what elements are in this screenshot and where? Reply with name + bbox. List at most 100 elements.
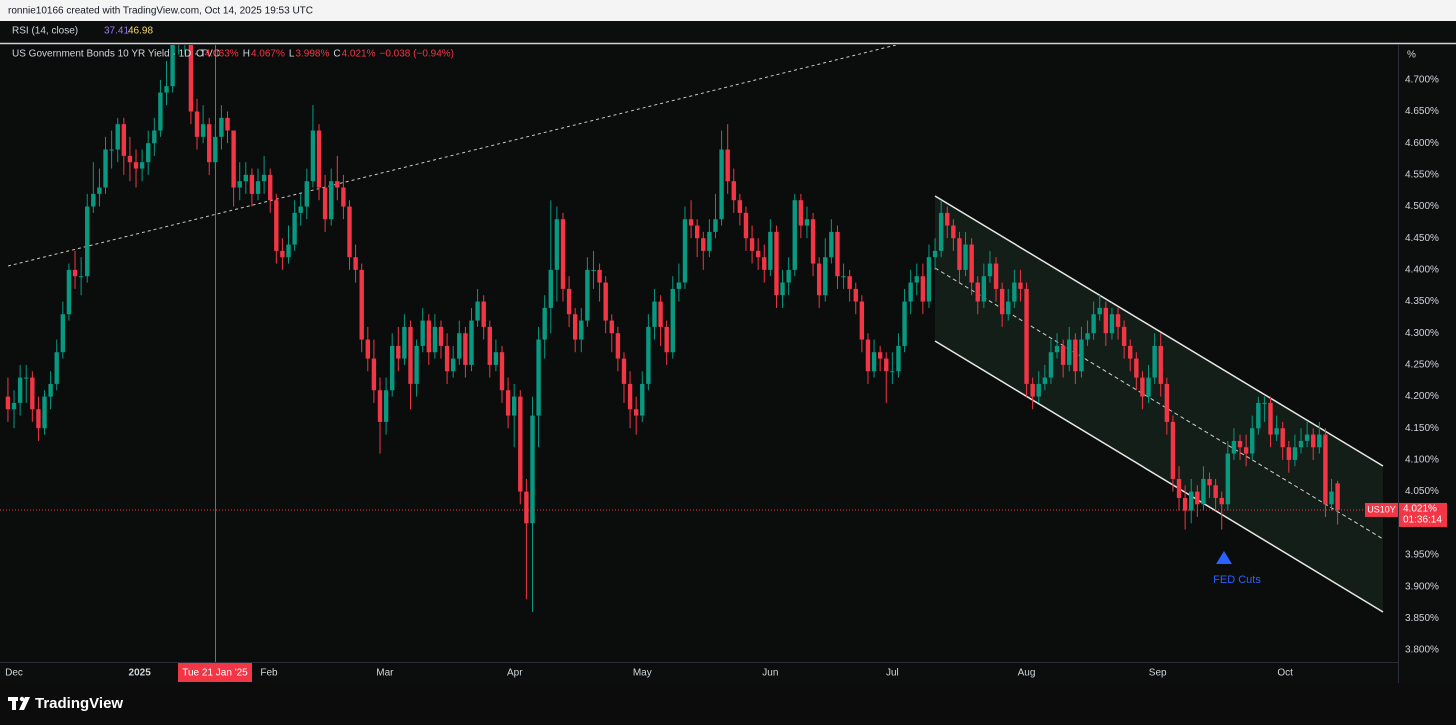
candle-body (1231, 440, 1237, 454)
y-tick-label: 4.200% (1405, 391, 1439, 402)
candle-body (694, 225, 700, 239)
y-tick-label: 4.500% (1405, 201, 1439, 212)
logo-mark (19, 696, 25, 702)
indicator-value: 37.41 (104, 26, 129, 37)
channel-lower (934, 340, 1384, 613)
candle-body (725, 149, 730, 182)
candle-body (768, 231, 773, 270)
candle-body (414, 345, 419, 384)
candle-body (1048, 352, 1054, 378)
candle-body (17, 377, 23, 403)
x-tick-label: Jul (886, 668, 899, 679)
candle-body (243, 174, 249, 182)
candle-body (981, 276, 987, 302)
candle-body (957, 238, 962, 270)
candle-body (1054, 345, 1060, 353)
candle-body (731, 181, 736, 201)
annotation-arrow (1216, 551, 1232, 564)
candle-body (823, 257, 828, 296)
candle-body (1024, 288, 1029, 384)
candle-body (902, 301, 907, 346)
candle-body (249, 174, 255, 194)
candle-body (786, 269, 791, 283)
candle-body (615, 333, 621, 359)
candle-body (1262, 402, 1267, 404)
candle-body (426, 320, 431, 353)
candle-body (1060, 345, 1066, 365)
candle-body (1158, 345, 1163, 384)
candle-body (1097, 307, 1102, 315)
candle-body (792, 200, 797, 270)
candle-body (682, 219, 688, 283)
candle-body (987, 263, 993, 277)
legend-key: H (243, 49, 250, 60)
candle-body (566, 288, 572, 315)
candle-body (457, 333, 462, 359)
channel-upper (934, 195, 1384, 467)
candle-body (1134, 358, 1139, 378)
candle-body (85, 206, 90, 277)
candle-body (548, 269, 553, 308)
candle-body (127, 155, 133, 163)
candle-body (975, 282, 980, 302)
x-tick-label: May (633, 668, 652, 679)
candle-body (670, 288, 675, 353)
candle-body (621, 358, 627, 384)
candle-body (1091, 314, 1096, 334)
candle-body (54, 352, 59, 384)
candle-body (1152, 345, 1157, 378)
candle-body (1195, 491, 1200, 505)
y-tick-label: 4.450% (1405, 233, 1439, 244)
candle-body (475, 301, 480, 321)
symbol-title: US Government Bonds 10 YR Yield · 1D · T… (12, 49, 220, 60)
x-tick-label: Sep (1149, 668, 1167, 679)
candle-body (877, 352, 883, 359)
candle-body (1219, 497, 1224, 505)
x-tick-label: Mar (376, 668, 394, 679)
candle-body (993, 263, 999, 289)
candle-body (591, 269, 596, 271)
candle-body (146, 143, 151, 163)
candle-body (341, 187, 346, 207)
candle-body (493, 352, 499, 365)
candle-body (1280, 428, 1285, 448)
candle-body (749, 238, 755, 251)
candle-body (841, 276, 846, 278)
y-tick-label: 4.550% (1405, 170, 1439, 181)
candle-body (48, 383, 53, 397)
candle-body (316, 130, 322, 188)
candle-body (109, 149, 114, 151)
candles (5, 45, 1340, 612)
candle-body (103, 149, 108, 188)
candle-body (1121, 326, 1127, 346)
candle-body (1006, 301, 1011, 315)
y-tick-label: 4.400% (1405, 265, 1439, 276)
candle-body (646, 326, 651, 384)
candle-body (1304, 434, 1310, 441)
candle-body (322, 187, 328, 220)
ohlc-legend: O 4.063% H 4.067% L 3.998% C 4.021% −0.038 (−0.9… (196, 49, 454, 60)
candle-body (609, 320, 614, 334)
candle-body (444, 345, 450, 372)
candle-body (237, 181, 242, 188)
symbol-tag-box (1365, 502, 1398, 517)
candle-body (1317, 434, 1322, 448)
candle-body (1103, 307, 1109, 334)
candle-body (396, 345, 401, 359)
candle-body (280, 250, 285, 258)
candle-body (42, 396, 47, 429)
candle-body (585, 269, 590, 321)
credit-text: ronnie10166 created with TradingView.com… (8, 6, 313, 17)
candle-body (1268, 402, 1273, 435)
candle-body (1292, 447, 1298, 460)
candle-body (810, 219, 816, 264)
candle-body (1128, 345, 1133, 359)
candle-body (951, 225, 956, 239)
candle-body (219, 117, 224, 137)
candle-body (938, 212, 944, 251)
overlay: 3.800%3.850%3.900%3.950%4.000%4.050%4.10… (0, 74, 1447, 679)
candle-body (1042, 377, 1048, 384)
candle-body (420, 320, 425, 346)
candle-body (371, 358, 377, 391)
